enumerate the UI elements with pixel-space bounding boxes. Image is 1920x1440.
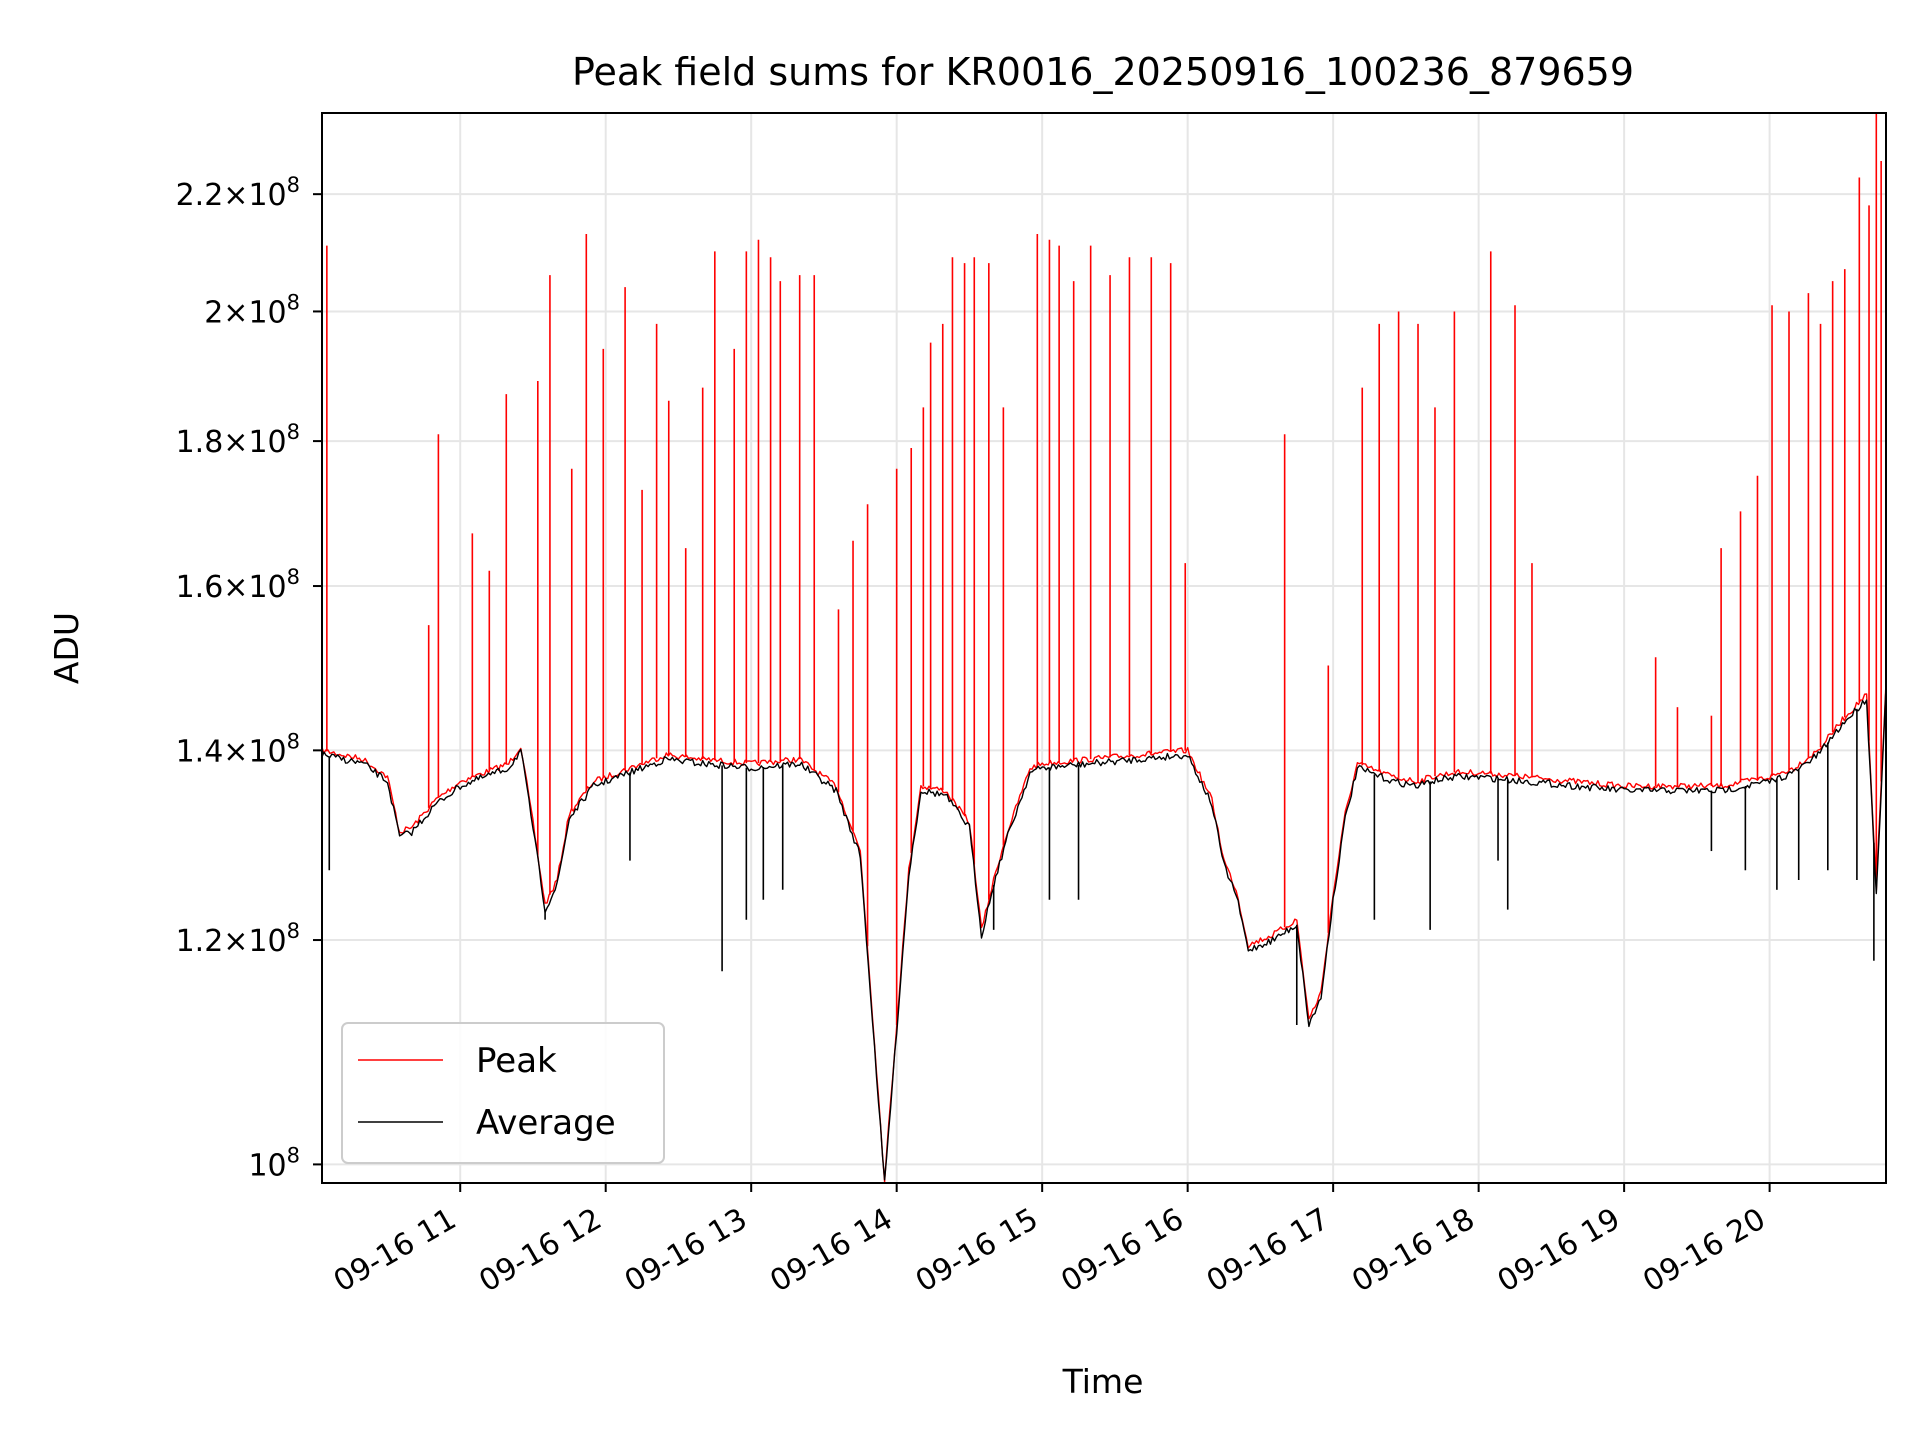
grid [322, 113, 1886, 1183]
series-spikes-peak [326, 113, 1882, 1025]
series-line-peak [322, 681, 1886, 1183]
legend: Peak Average [341, 1022, 665, 1164]
legend-frame [341, 1022, 665, 1164]
series-dips-average [328, 708, 1875, 1025]
y-tick-label: 1.4×108 [176, 729, 300, 769]
legend-label-peak: Peak [476, 1041, 557, 1081]
y-tick-label: 1.2×108 [176, 919, 300, 959]
y-tick-label: 2.2×108 [176, 173, 300, 213]
series-line-average [322, 686, 1886, 1181]
y-axis-ticks: 108 1.2×108 1.4×108 1.6×108 1.8×108 2×108 2.2×… [176, 173, 322, 1183]
y-tick-label: 108 [248, 1143, 300, 1183]
x-axis-label: Time [1062, 1362, 1144, 1401]
y-tick-label: 2×108 [204, 290, 300, 330]
chart-title: Peak field sums for KR0016_20250916_1002… [572, 50, 1634, 94]
y-tick-label: 1.6×108 [176, 565, 300, 605]
y-tick-label: 1.8×108 [176, 420, 300, 460]
legend-label-average: Average [476, 1103, 616, 1143]
plot-area [322, 113, 1886, 1183]
y-axis-label: ADU [47, 612, 86, 684]
plot-frame [321, 112, 1887, 1184]
